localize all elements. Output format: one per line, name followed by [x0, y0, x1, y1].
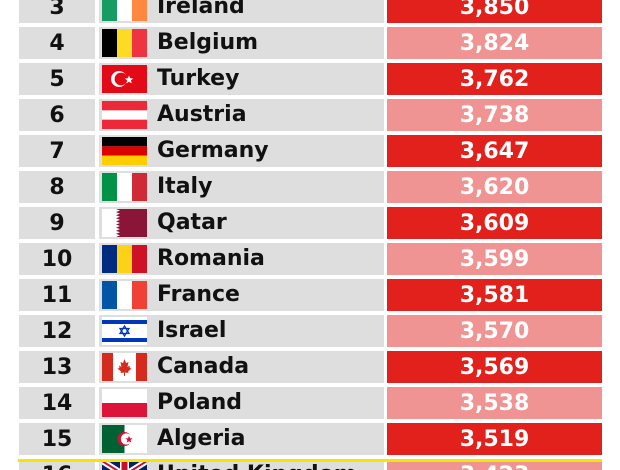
country-cell: Poland — [99, 387, 384, 419]
rank-cell: 8 — [19, 171, 95, 203]
table-row: 15 Algeria 3,519 — [0, 423, 620, 455]
country-cell: Belgium — [99, 27, 384, 59]
value-cell: 3,738 — [387, 99, 602, 131]
qatar-flag-icon — [102, 209, 147, 237]
table-row: 11 France 3,581 — [0, 279, 620, 311]
country-cell: Turkey — [99, 63, 384, 95]
table-row: 7 Germany 3,647 — [0, 135, 620, 167]
austria-flag-icon — [102, 101, 147, 129]
table-row: 16 United Kingdom 3,423 — [0, 459, 620, 470]
france-flag-icon — [102, 281, 147, 309]
rank-cell: 6 — [19, 99, 95, 131]
romania-flag-icon — [102, 245, 147, 273]
country-cell: Israel — [99, 315, 384, 347]
israel-flag-icon — [102, 317, 147, 345]
country-name: Israel — [157, 318, 227, 343]
country-name: Turkey — [157, 66, 240, 91]
value-cell: 3,609 — [387, 207, 602, 239]
country-cell: Qatar — [99, 207, 384, 239]
rank-cell: 13 — [19, 351, 95, 383]
country-name: Romania — [157, 246, 265, 271]
value-cell: 3,620 — [387, 171, 602, 203]
value-cell: 3,647 — [387, 135, 602, 167]
country-cell: Italy — [99, 171, 384, 203]
rank-cell: 7 — [19, 135, 95, 167]
rank-cell: 15 — [19, 423, 95, 455]
table-row: 9 Qatar 3,609 — [0, 207, 620, 239]
table-row: 13 Canada 3,569 — [0, 351, 620, 383]
table-row: 10 Romania 3,599 — [0, 243, 620, 275]
highlight-divider — [18, 459, 602, 462]
country-cell: Romania — [99, 243, 384, 275]
country-cell: Canada — [99, 351, 384, 383]
value-cell: 3,569 — [387, 351, 602, 383]
country-name: Germany — [157, 138, 269, 163]
rank-cell: 9 — [19, 207, 95, 239]
value-cell: 3,423 — [387, 459, 602, 470]
table-row: 14 Poland 3,538 — [0, 387, 620, 419]
country-cell: Ireland — [99, 0, 384, 23]
rank-cell: 4 — [19, 27, 95, 59]
country-name: Qatar — [157, 210, 227, 235]
table-row: 3 Ireland 3,850 — [0, 0, 620, 23]
country-cell: Austria — [99, 99, 384, 131]
germany-flag-icon — [102, 137, 147, 165]
country-cell: Germany — [99, 135, 384, 167]
country-name: France — [157, 282, 240, 307]
rank-cell: 16 — [19, 459, 95, 470]
value-cell: 3,762 — [387, 63, 602, 95]
italy-flag-icon — [102, 173, 147, 201]
value-cell: 3,519 — [387, 423, 602, 455]
country-name: Poland — [157, 390, 243, 415]
rank-cell: 3 — [19, 0, 95, 23]
canada-flag-icon — [102, 353, 147, 381]
country-name: Austria — [157, 102, 247, 127]
value-cell: 3,581 — [387, 279, 602, 311]
country-name: United Kingdom — [157, 459, 357, 470]
uk-flag-icon — [102, 461, 147, 470]
value-cell: 3,850 — [387, 0, 602, 23]
country-name: Algeria — [157, 426, 246, 451]
table-row: 12 Israel 3,570 — [0, 315, 620, 347]
country-name: Ireland — [157, 0, 245, 19]
value-cell: 3,824 — [387, 27, 602, 59]
country-cell: France — [99, 279, 384, 311]
value-cell: 3,538 — [387, 387, 602, 419]
rank-cell: 11 — [19, 279, 95, 311]
value-cell: 3,570 — [387, 315, 602, 347]
country-name: Canada — [157, 354, 250, 379]
turkey-flag-icon — [102, 65, 147, 93]
rank-cell: 14 — [19, 387, 95, 419]
algeria-flag-icon — [102, 425, 147, 453]
table-row: 8 Italy 3,620 — [0, 171, 620, 203]
poland-flag-icon — [102, 389, 147, 417]
country-cell: United Kingdom — [99, 459, 384, 470]
value-cell: 3,599 — [387, 243, 602, 275]
country-name: Italy — [157, 174, 213, 199]
belgium-flag-icon — [102, 29, 147, 57]
rank-cell: 10 — [19, 243, 95, 275]
country-cell: Algeria — [99, 423, 384, 455]
table-row: 5 Turkey 3,762 — [0, 63, 620, 95]
country-name: Belgium — [157, 30, 259, 55]
rank-cell: 5 — [19, 63, 95, 95]
table-row: 4 Belgium 3,824 — [0, 27, 620, 59]
table-row: 6 Austria 3,738 — [0, 99, 620, 131]
rank-cell: 12 — [19, 315, 95, 347]
ireland-flag-icon — [102, 0, 147, 21]
